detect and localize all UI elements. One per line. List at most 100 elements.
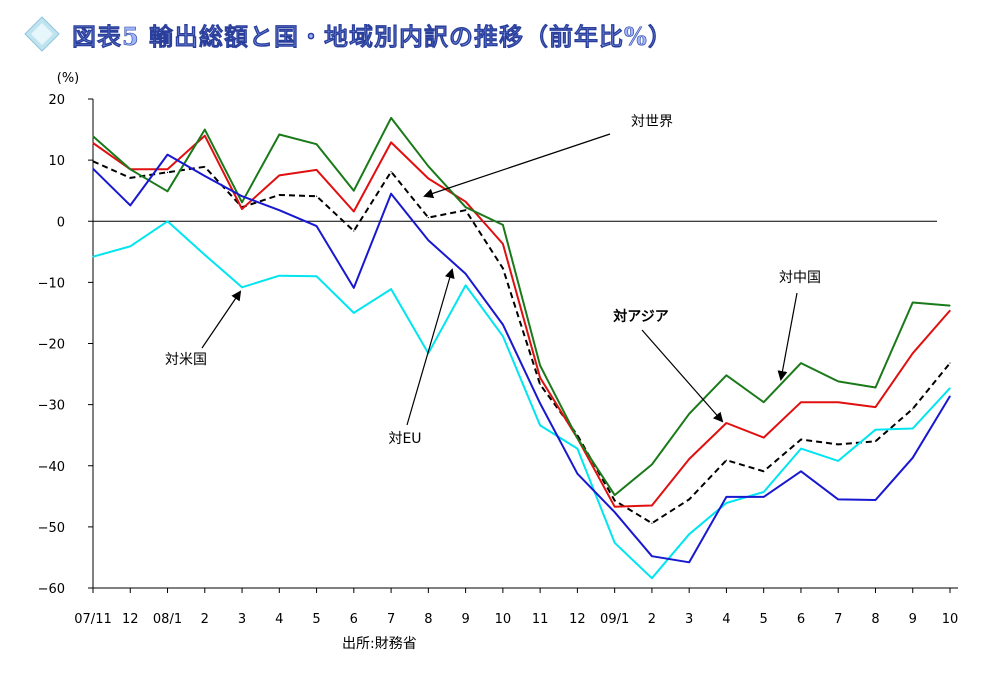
x-tick-label: 8 [871,612,879,627]
x-tick-label: 3 [685,612,693,627]
data-point [353,190,355,192]
y-tick-label: −60 [38,582,65,597]
source-note: 出所:財務省 [342,636,417,652]
data-point [241,201,243,203]
data-point [204,135,206,137]
data-point [166,220,169,222]
data-point [651,504,653,507]
data-point [576,437,578,439]
data-point [949,309,951,312]
data-point [129,245,131,247]
data-point [837,401,839,403]
data-point [465,273,467,275]
data-point [539,383,541,386]
x-tick-label: 10 [942,612,959,627]
data-point [204,166,206,168]
x-tick-label: 9 [461,612,469,627]
data-point [539,424,541,427]
series-1 [92,134,951,508]
data-point [539,402,541,405]
data-point [874,406,877,408]
data-point [949,305,951,307]
data-point [725,422,728,424]
data-point [725,502,728,504]
data-point [129,177,131,179]
data-point [912,352,914,354]
data-point [614,511,616,513]
data-point [502,243,504,245]
data-point [912,457,914,459]
x-tick-label: 2 [201,612,209,627]
y-tick-label: −10 [38,276,65,291]
data-point [688,413,690,415]
data-point [390,141,392,143]
data-point [614,506,616,508]
x-tick-label: 12 [122,612,139,627]
series-label: 対米国 [165,352,207,368]
data-point [949,395,951,397]
data-point [837,443,839,445]
series-label: 対世界 [631,114,673,130]
data-point [688,458,690,460]
y-tick-label: −30 [38,399,65,414]
series-line [92,160,951,525]
data-point [651,577,653,579]
x-tick-label: 12 [569,612,586,627]
data-point [874,429,877,431]
data-point [315,195,318,197]
data-point [725,459,728,461]
data-point [204,175,206,177]
data-point [539,377,541,379]
y-tick-label: 0 [57,215,65,230]
data-point [800,438,802,441]
data-point [278,174,280,177]
series-label: 対アジア [612,308,668,325]
data-point [278,133,280,136]
data-point [949,362,951,364]
data-point [353,210,355,213]
annotation: 対中国 [777,270,821,381]
x-tick-label: 6 [797,612,805,627]
series-line [92,220,951,580]
series-0 [92,160,951,525]
data-point [427,239,429,241]
data-point [315,169,318,171]
data-point [800,401,802,403]
data-point [912,427,914,430]
x-tick-label: 3 [238,612,246,627]
data-point [390,193,392,195]
data-point [651,555,653,557]
annotation: 対アジア [612,308,724,423]
data-point [390,171,392,173]
data-point [241,195,243,197]
data-point [278,275,280,277]
y-axis-unit: (%) [57,71,80,86]
data-point [166,168,169,170]
data-point [576,448,578,450]
y-tick-label: −20 [38,338,65,353]
data-point [278,209,280,211]
x-tick-label: 5 [312,612,320,627]
x-tick-label: 5 [760,612,768,627]
data-point [688,533,690,535]
data-point [763,470,765,472]
data-point [837,380,839,382]
series-line [92,134,951,508]
data-point [465,284,467,287]
data-point [502,323,504,326]
x-tick-label: 7 [834,612,842,627]
data-point [837,460,839,462]
data-point [465,201,467,203]
data-point [204,128,206,131]
x-tick-label: 6 [350,612,358,627]
data-point [502,335,504,337]
chart-title: 図表5 輸出総額と国・地域別内訳の推移（前年比%） [72,21,673,51]
data-point [353,230,355,232]
data-point [725,374,728,376]
data-point [427,216,429,219]
data-point [651,463,653,466]
data-point [427,177,429,180]
y-tick-label: −40 [38,460,65,475]
data-point [92,168,94,170]
y-tick-label: −50 [38,521,65,536]
